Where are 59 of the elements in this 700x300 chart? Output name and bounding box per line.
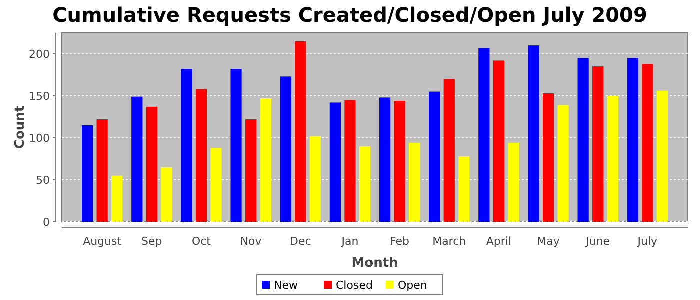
bar <box>558 105 569 222</box>
bar <box>230 69 242 222</box>
x-tick-label: Oct <box>192 235 212 248</box>
bar <box>146 106 158 222</box>
bar <box>429 92 440 222</box>
bar <box>359 146 371 222</box>
bar <box>344 100 356 222</box>
bar <box>132 96 143 222</box>
bar <box>181 69 192 222</box>
x-tick-label: March <box>432 235 466 248</box>
x-tick-label: June <box>585 235 610 248</box>
bar <box>493 60 504 222</box>
y-tick-label: 150 <box>29 90 50 103</box>
bar <box>161 167 172 222</box>
bar <box>627 58 638 222</box>
bar <box>409 143 420 222</box>
y-tick-label: 200 <box>29 48 50 61</box>
bar <box>112 176 123 222</box>
bar <box>642 64 654 222</box>
x-tick-label: Feb <box>390 235 410 248</box>
bar <box>528 46 540 222</box>
bar <box>478 48 490 222</box>
bar <box>210 148 222 222</box>
bar <box>96 120 108 222</box>
y-tick-label: 100 <box>29 132 50 145</box>
legend-label: New <box>274 279 298 292</box>
bar <box>379 98 391 222</box>
bar <box>444 79 455 222</box>
bar <box>578 58 589 222</box>
chart-title: Cumulative Requests Created/Closed/Open July 2009 <box>52 3 648 27</box>
bar <box>196 89 208 222</box>
x-tick-label: July <box>636 235 658 248</box>
legend-label: Open <box>398 279 428 292</box>
y-tick-label: 0 <box>43 216 50 229</box>
bar <box>656 90 668 222</box>
bar <box>295 41 306 222</box>
y-axis-title: Count <box>13 106 28 150</box>
bar <box>458 156 470 222</box>
y-tick-label: 50 <box>36 174 50 187</box>
bar <box>260 98 272 222</box>
x-tick-label: August <box>83 235 122 248</box>
bar <box>82 125 94 222</box>
bar <box>394 101 406 222</box>
x-tick-label: Nov <box>240 235 262 248</box>
bar <box>280 76 292 222</box>
x-tick-label: Sep <box>142 235 162 248</box>
legend-label: Closed <box>336 279 373 292</box>
bar <box>542 93 554 222</box>
x-tick-label: Dec <box>290 235 312 248</box>
x-tick-label: April <box>486 235 512 248</box>
bar <box>330 102 341 222</box>
bar <box>310 136 321 222</box>
bar <box>592 66 604 222</box>
bar <box>607 96 618 222</box>
x-tick-label: May <box>537 235 560 248</box>
x-axis-title: Month <box>352 256 398 271</box>
bar <box>508 143 520 222</box>
bar <box>246 120 257 222</box>
x-tick-label: Jan <box>340 235 359 248</box>
